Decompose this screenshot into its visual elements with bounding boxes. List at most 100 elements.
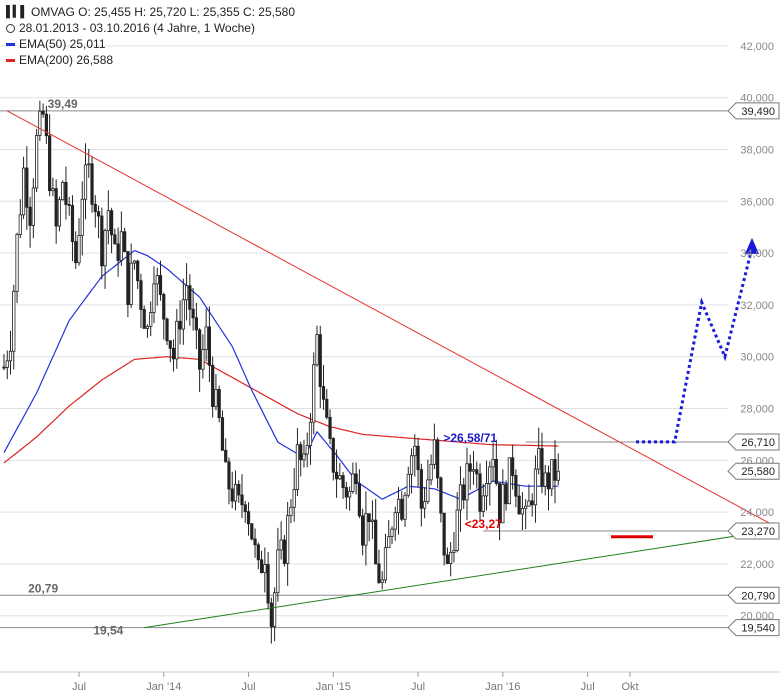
candle-body	[533, 468, 538, 506]
candle-body	[8, 350, 13, 362]
y-tick-label: 42,000	[740, 41, 774, 53]
price-badge: 39,490	[727, 102, 780, 120]
candle-body	[409, 455, 414, 475]
candle-body	[422, 501, 427, 509]
candle-body	[445, 554, 450, 564]
candle-body	[550, 459, 554, 490]
candle-body	[537, 448, 541, 470]
candle-body	[458, 484, 463, 511]
candle-body	[266, 564, 270, 604]
candle-body	[462, 484, 466, 501]
candle-body	[181, 299, 185, 330]
candle-body	[380, 579, 384, 583]
candle-body	[12, 290, 16, 352]
candle-body	[25, 167, 29, 208]
candle-body	[233, 483, 238, 502]
candle-body	[162, 294, 166, 320]
candle-body	[400, 498, 404, 520]
candle-body	[540, 448, 544, 487]
candle-body	[426, 479, 430, 502]
candle-body	[198, 329, 202, 370]
candle-body	[302, 453, 306, 461]
x-tick-label: Jul	[72, 681, 86, 693]
price-badge-box	[727, 619, 780, 637]
candle-body	[468, 463, 472, 472]
price-badge: 19,540	[727, 619, 780, 637]
price-badge-box	[727, 586, 780, 604]
price-badge: 25,580	[727, 462, 780, 480]
candle-body	[341, 475, 345, 488]
candle-body	[41, 110, 45, 115]
price-badges: 39,490 26,710 25,580 23,270 20,790 19,540	[727, 102, 780, 637]
candle-body	[70, 205, 75, 243]
candle-body	[123, 231, 127, 252]
candle-body	[18, 214, 22, 235]
x-tick-label: Jul	[411, 681, 425, 693]
candle-body	[142, 309, 146, 329]
candle-body	[100, 215, 104, 267]
candle-body	[96, 211, 101, 217]
y-tick-label: 30,000	[740, 352, 774, 364]
ema200-legend: EMA(200) 26,588	[6, 52, 295, 68]
candle-body	[90, 163, 94, 205]
ema50-legend: EMA(50) 25,011	[6, 36, 295, 52]
price-badge-box	[727, 433, 780, 451]
candle-body	[61, 181, 65, 201]
candle-body	[168, 340, 172, 349]
candle-body	[184, 285, 189, 301]
candle-body	[481, 495, 485, 512]
candle-body	[494, 458, 498, 484]
x-tick-label: Jan '16	[485, 681, 520, 693]
candle-body	[413, 445, 417, 457]
x-tick-label: Jul	[581, 681, 595, 693]
ema200-line	[3, 356, 559, 464]
candle-body	[64, 181, 68, 205]
candle-body	[367, 513, 371, 523]
y-tick-label: 28,000	[740, 404, 774, 416]
candle-body	[344, 487, 348, 498]
candle-body	[338, 475, 342, 480]
candle-body	[497, 483, 502, 524]
candle-body	[396, 498, 401, 514]
candle-body	[106, 210, 110, 232]
candle-body	[318, 334, 322, 387]
candle-body	[220, 417, 225, 451]
candle-body	[28, 206, 32, 226]
y-tick-label: 38,000	[740, 145, 774, 157]
price-badge-label: 26,710	[741, 437, 775, 449]
candle-body	[171, 347, 176, 360]
candle-body	[514, 475, 518, 497]
candle-body	[119, 231, 123, 261]
candle-body	[429, 463, 433, 481]
candle-body	[432, 439, 436, 465]
price-badge: 23,270	[727, 522, 780, 540]
forecast-path	[611, 237, 759, 539]
y-tick-label: 32,000	[740, 300, 774, 312]
price-badge-box	[727, 462, 780, 480]
candle-body	[103, 230, 107, 267]
candle-body	[295, 444, 300, 490]
trend-lines	[7, 110, 774, 629]
candle-body	[484, 483, 489, 497]
candle-body	[351, 473, 355, 492]
chart-legend: ▌▍▌ OMVAG O: 25,455 H: 25,720 L: 25,355 …	[6, 4, 295, 68]
candle-body	[436, 439, 440, 479]
price-badge-label: 20,790	[741, 590, 775, 602]
candle-body	[201, 349, 205, 370]
candle-body	[442, 512, 446, 556]
candle-body	[439, 477, 443, 514]
candle-body	[256, 544, 260, 561]
candle-body	[276, 549, 280, 594]
price-badge: 20,790	[727, 586, 780, 604]
candle-body	[35, 135, 39, 189]
y-axis: 20,00022,00024,00026,00028,00030,00032,0…	[740, 41, 774, 623]
candle-body	[204, 326, 208, 350]
candle-body	[328, 416, 332, 439]
candle-body	[253, 538, 257, 546]
candle-body	[383, 547, 388, 581]
candle-body	[524, 505, 528, 509]
candle-body	[243, 504, 247, 513]
candle-body	[511, 457, 515, 476]
forecast-dotted-line	[636, 247, 754, 444]
candle-body	[403, 494, 407, 520]
